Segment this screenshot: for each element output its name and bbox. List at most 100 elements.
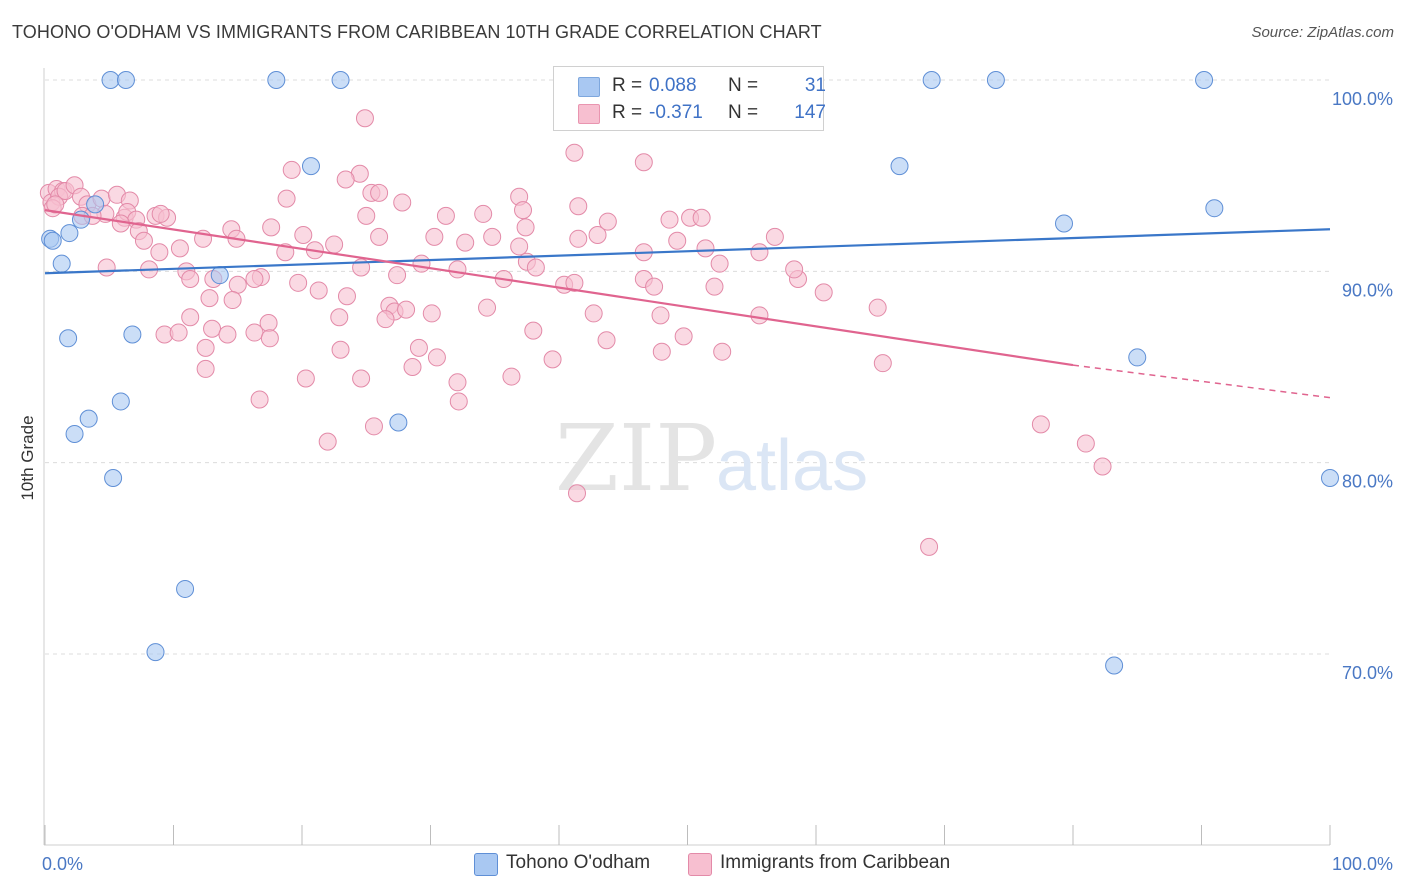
caribbean-point (750, 306, 769, 325)
caribbean-point (336, 170, 355, 189)
caribbean-point (357, 206, 376, 225)
legend-n-label: N = (728, 102, 759, 123)
caribbean-point (370, 183, 389, 202)
tohono-trend-line (44, 228, 1331, 275)
caribbean-point (814, 283, 833, 302)
tohono-point (59, 329, 78, 348)
tohono-point (1105, 656, 1124, 675)
gridlines (45, 79, 1330, 655)
caribbean-point (425, 227, 444, 246)
caribbean-point (652, 342, 671, 361)
caribbean-point (920, 537, 939, 556)
caribbean-point (474, 204, 493, 223)
chart-title: TOHONO O'ODHAM VS IMMIGRANTS FROM CARIBB… (12, 22, 822, 42)
caribbean-point (331, 340, 350, 359)
legend-swatch-caribbean (578, 104, 600, 124)
caribbean-point (169, 323, 188, 342)
watermark: ZIP atlas (555, 405, 868, 512)
caribbean-point (588, 225, 607, 244)
tohono-point (1321, 468, 1339, 487)
caribbean-point (388, 266, 407, 285)
caribbean-point (569, 229, 588, 248)
legend-n-label: N = (728, 75, 759, 96)
caribbean-point (309, 281, 328, 300)
caribbean-point (502, 367, 521, 386)
caribbean-point (478, 298, 497, 317)
y-tick-label: 70.0% (1342, 663, 1393, 683)
caribbean-point (277, 189, 296, 208)
caribbean-point (645, 277, 664, 296)
caribbean-point (352, 369, 371, 388)
caribbean-point (97, 258, 116, 277)
caribbean-point (325, 235, 344, 254)
tohono-point (52, 254, 71, 273)
x-tick-label: 100.0% (1332, 854, 1393, 874)
caribbean-point (710, 254, 729, 273)
caribbean-point (289, 273, 308, 292)
tohono-point (1128, 348, 1147, 367)
caribbean-point (569, 197, 588, 216)
caribbean-point (260, 329, 279, 348)
tohono-point (1055, 214, 1074, 233)
tohono-point (1205, 199, 1224, 218)
caribbean-point (355, 109, 374, 128)
tohono-point (123, 325, 142, 344)
tohono-point (79, 409, 98, 428)
caribbean-point (668, 231, 687, 250)
caribbean-point (448, 260, 467, 279)
tohono-point (176, 579, 195, 598)
caribbean-point (510, 237, 529, 256)
caribbean-point (412, 254, 431, 273)
caribbean-point (692, 208, 711, 227)
caribbean-point (245, 269, 264, 288)
caribbean-point (228, 275, 247, 294)
caribbean-point (259, 313, 278, 332)
caribbean-point (868, 298, 887, 317)
caribbean-point (456, 233, 475, 252)
caribbean-point (200, 289, 219, 308)
caribbean-point (750, 243, 769, 262)
caribbean-point (565, 273, 584, 292)
series-tohono-points (41, 71, 1339, 675)
caribbean-point (873, 354, 892, 373)
caribbean-point (565, 143, 584, 162)
legend-r-label: R = (612, 75, 643, 96)
caribbean-point (170, 239, 189, 258)
caribbean-point (524, 321, 543, 340)
legend-n-value: 31 (804, 75, 826, 96)
series-caribbean-points (39, 71, 1112, 556)
bottom-legend-swatch-tohono (474, 853, 498, 876)
caribbean-point (514, 201, 533, 220)
caribbean-trend-extension (1072, 364, 1331, 399)
caribbean-point (567, 484, 586, 503)
legend-r-label: R = (612, 102, 643, 123)
caribbean-point (397, 300, 416, 319)
bottom-legend-swatch-caribbean (688, 853, 712, 876)
caribbean-point (403, 358, 422, 376)
caribbean-point (364, 417, 383, 436)
caribbean-point (294, 225, 313, 244)
caribbean-point (296, 369, 315, 388)
source-label: Source: ZipAtlas.com (1251, 24, 1394, 41)
caribbean-point (526, 258, 545, 277)
tohono-point (60, 224, 79, 243)
caribbean-point (262, 218, 281, 237)
stats-legend: R = 0.088 N = 31 R = -0.371 N = 147 (553, 66, 826, 131)
caribbean-point (181, 269, 200, 288)
caribbean-point (634, 153, 653, 172)
y-axis-label: 10th Grade (18, 415, 37, 500)
caribbean-point (765, 227, 784, 246)
caribbean-point (196, 359, 215, 378)
caribbean-point (785, 260, 804, 279)
tohono-point (65, 424, 84, 443)
caribbean-point (181, 308, 200, 327)
caribbean-point (1031, 415, 1050, 434)
tick-labels: 70.0% 80.0% 90.0% 100.0% 0.0% 100.0% (42, 89, 1393, 874)
caribbean-point (427, 348, 446, 367)
caribbean-point (150, 243, 169, 262)
caribbean-point (250, 390, 269, 409)
caribbean-point (203, 319, 222, 338)
y-tick-label: 100.0% (1332, 89, 1393, 109)
caribbean-point (151, 204, 170, 223)
caribbean-point (1093, 457, 1112, 476)
